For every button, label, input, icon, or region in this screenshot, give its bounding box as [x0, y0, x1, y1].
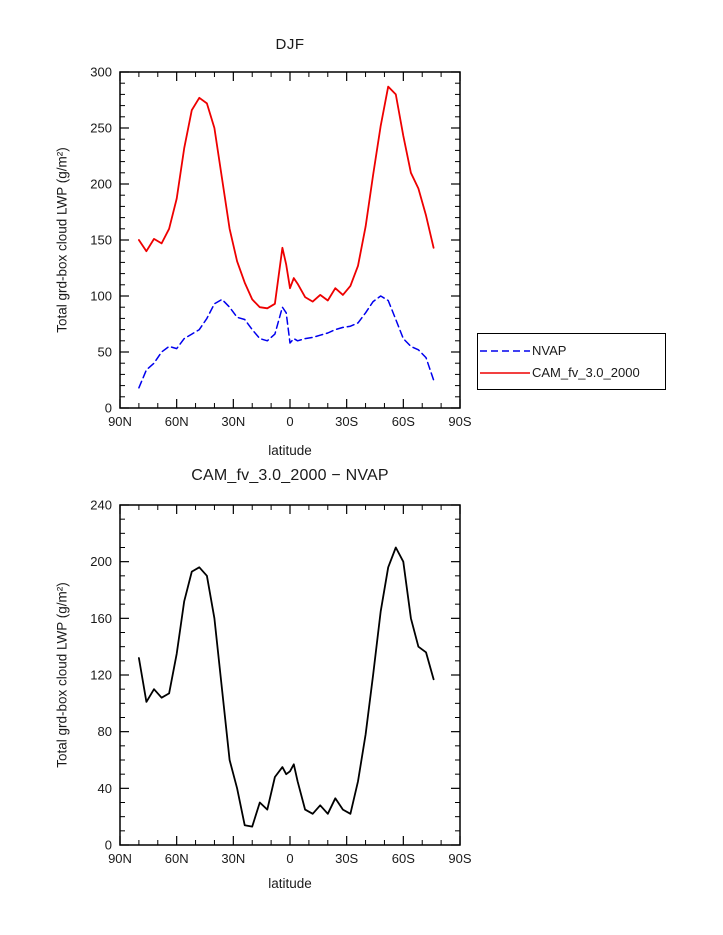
- legend-box: NVAP CAM_fv_3.0_2000: [477, 333, 666, 390]
- x-tick-label: 60N: [165, 414, 189, 429]
- legend-entry-nvap: NVAP: [480, 343, 661, 358]
- series-line-nvap: [138, 295, 435, 389]
- x-tick-label: 30S: [335, 414, 358, 429]
- y-tick-label: 200: [90, 177, 112, 192]
- djf-y-axis-label: Total grd-box cloud LWP (g/m²): [54, 147, 70, 333]
- x-tick-label: 60N: [165, 851, 189, 866]
- djf-x-axis-label: latitude: [268, 443, 312, 458]
- nvap-dashed-line-sample: [480, 349, 530, 352]
- djf-chart-title: DJF: [275, 36, 305, 53]
- y-tick-label: 0: [105, 401, 112, 416]
- y-tick-label: 50: [98, 345, 112, 360]
- legend-entry-cam: CAM_fv_3.0_2000: [480, 365, 661, 380]
- x-tick-label: 0: [286, 414, 293, 429]
- diff-y-axis-label: Total grd-box cloud LWP (g/m²): [54, 582, 70, 768]
- y-tick-label: 0: [105, 838, 112, 853]
- x-tick-label: 90N: [108, 851, 132, 866]
- cam-solid-line-sample: [480, 371, 530, 374]
- x-tick-label: 90N: [108, 414, 132, 429]
- y-tick-label: 160: [90, 611, 112, 626]
- y-tick-label: 240: [90, 498, 112, 513]
- x-tick-label: 90S: [448, 414, 471, 429]
- diff-lwp-frame: [119, 504, 461, 846]
- y-tick-label: 200: [90, 554, 112, 569]
- x-tick-label: 30N: [221, 414, 245, 429]
- diff-chart-title: CAM_fv_3.0_2000 − NVAP: [191, 467, 389, 484]
- diff-x-axis-label: latitude: [268, 876, 312, 891]
- y-tick-label: 40: [98, 781, 112, 796]
- x-tick-label: 30N: [221, 851, 245, 866]
- x-tick-label: 60S: [392, 851, 415, 866]
- y-tick-label: 150: [90, 233, 112, 248]
- x-tick-label: 30S: [335, 851, 358, 866]
- y-tick-label: 80: [98, 724, 112, 739]
- x-tick-label: 90S: [448, 851, 471, 866]
- series-line-cam-fv-3-0-2000-nvap: [137, 546, 435, 828]
- djf-lwp-frame: [119, 71, 461, 409]
- y-tick-label: 120: [90, 668, 112, 683]
- y-tick-label: 300: [90, 65, 112, 80]
- y-tick-label: 250: [90, 121, 112, 136]
- series-line-cam-fv-3-0-2000: [137, 85, 435, 310]
- legend-label-nvap: NVAP: [532, 343, 567, 358]
- x-tick-label: 0: [286, 851, 293, 866]
- legend-label-cam: CAM_fv_3.0_2000: [532, 365, 640, 380]
- x-tick-label: 60S: [392, 414, 415, 429]
- y-tick-label: 100: [90, 289, 112, 304]
